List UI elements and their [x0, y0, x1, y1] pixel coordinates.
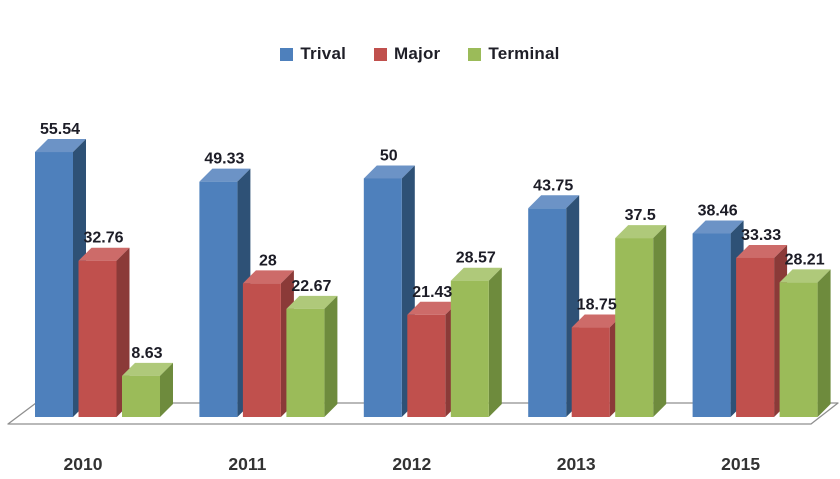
- bar-top-trival-2011: [199, 168, 251, 182]
- bar-top-trival-2015: [692, 220, 744, 234]
- legend-item-terminal: Terminal: [468, 44, 559, 64]
- bar-top-major-2010: [78, 247, 130, 261]
- bar-major-2015: [736, 257, 775, 417]
- value-label-trival-2011: 49.33: [204, 151, 244, 168]
- legend-swatch-major: [374, 47, 388, 61]
- x-axis-label-2010: 2010: [64, 454, 103, 474]
- bar-top-major-2011: [242, 270, 294, 284]
- value-label-trival-2012: 50: [380, 147, 398, 164]
- bar-major-2010: [78, 260, 117, 417]
- value-label-terminal-2010: 8.63: [131, 345, 162, 362]
- x-axis-label-2011: 2011: [228, 454, 266, 474]
- bar-terminal-2015: [779, 282, 818, 417]
- bar-top-trival-2012: [363, 165, 415, 179]
- legend-label: Trival: [300, 44, 347, 63]
- bar-terminal-2013: [615, 238, 654, 417]
- bar-side-terminal-2013: [653, 225, 667, 417]
- value-label-terminal-2015: 28.21: [785, 251, 825, 268]
- x-axis-label-2013: 2013: [557, 454, 596, 474]
- value-label-terminal-2011: 22.67: [291, 278, 331, 295]
- bar-trival-2015: [692, 233, 731, 417]
- bar-side-terminal-2010: [160, 362, 173, 417]
- legend-item-trival: Trival: [280, 44, 346, 64]
- value-label-major-2011: 28: [259, 252, 277, 269]
- bar-top-terminal-2011: [286, 295, 338, 309]
- bar-top-terminal-2010: [122, 362, 173, 376]
- legend-label: Major: [394, 44, 441, 63]
- value-label-trival-2013: 43.75: [533, 177, 573, 194]
- bar-top-major-2012: [407, 301, 459, 315]
- x-axis-label-2012: 2012: [392, 454, 431, 474]
- value-label-terminal-2012: 28.57: [456, 250, 496, 267]
- bar-top-terminal-2013: [615, 225, 667, 239]
- bar-top-terminal-2015: [779, 269, 831, 283]
- value-label-major-2012: 21.43: [412, 284, 452, 301]
- value-label-terminal-2013: 37.5: [625, 207, 656, 224]
- bar-side-terminal-2012: [488, 267, 502, 417]
- bar-trival-2010: [35, 152, 73, 417]
- bar-side-terminal-2015: [817, 269, 831, 417]
- chart-legend: Trival Major Terminal: [0, 44, 840, 64]
- bar-terminal-2011: [286, 308, 325, 417]
- x-axis-label-2015: 2015: [721, 454, 760, 474]
- bar-top-major-2015: [736, 244, 788, 258]
- legend-label: Terminal: [488, 44, 560, 63]
- legend-swatch-trival: [280, 47, 294, 61]
- bar-trival-2012: [363, 178, 402, 417]
- bar-top-major-2013: [571, 314, 623, 328]
- value-label-major-2013: 18.75: [577, 297, 617, 314]
- bar-major-2013: [571, 327, 610, 417]
- legend-item-major: Major: [374, 44, 440, 64]
- bar-major-2011: [242, 283, 281, 417]
- bar-terminal-2010: [122, 375, 160, 417]
- bar-side-terminal-2011: [324, 295, 338, 417]
- bar-top-trival-2010: [35, 139, 86, 153]
- value-label-major-2010: 32.76: [83, 230, 123, 247]
- bar-top-trival-2013: [528, 195, 580, 209]
- value-label-major-2015: 33.33: [741, 227, 781, 244]
- bar-top-terminal-2012: [450, 267, 502, 281]
- bar-trival-2011: [199, 181, 238, 417]
- bar-terminal-2012: [450, 280, 489, 417]
- value-label-trival-2015: 38.46: [698, 203, 738, 220]
- legend-swatch-terminal: [468, 47, 482, 61]
- bar-major-2012: [407, 314, 446, 417]
- value-label-trival-2010: 55.54: [40, 121, 80, 138]
- bar-trival-2013: [528, 208, 567, 417]
